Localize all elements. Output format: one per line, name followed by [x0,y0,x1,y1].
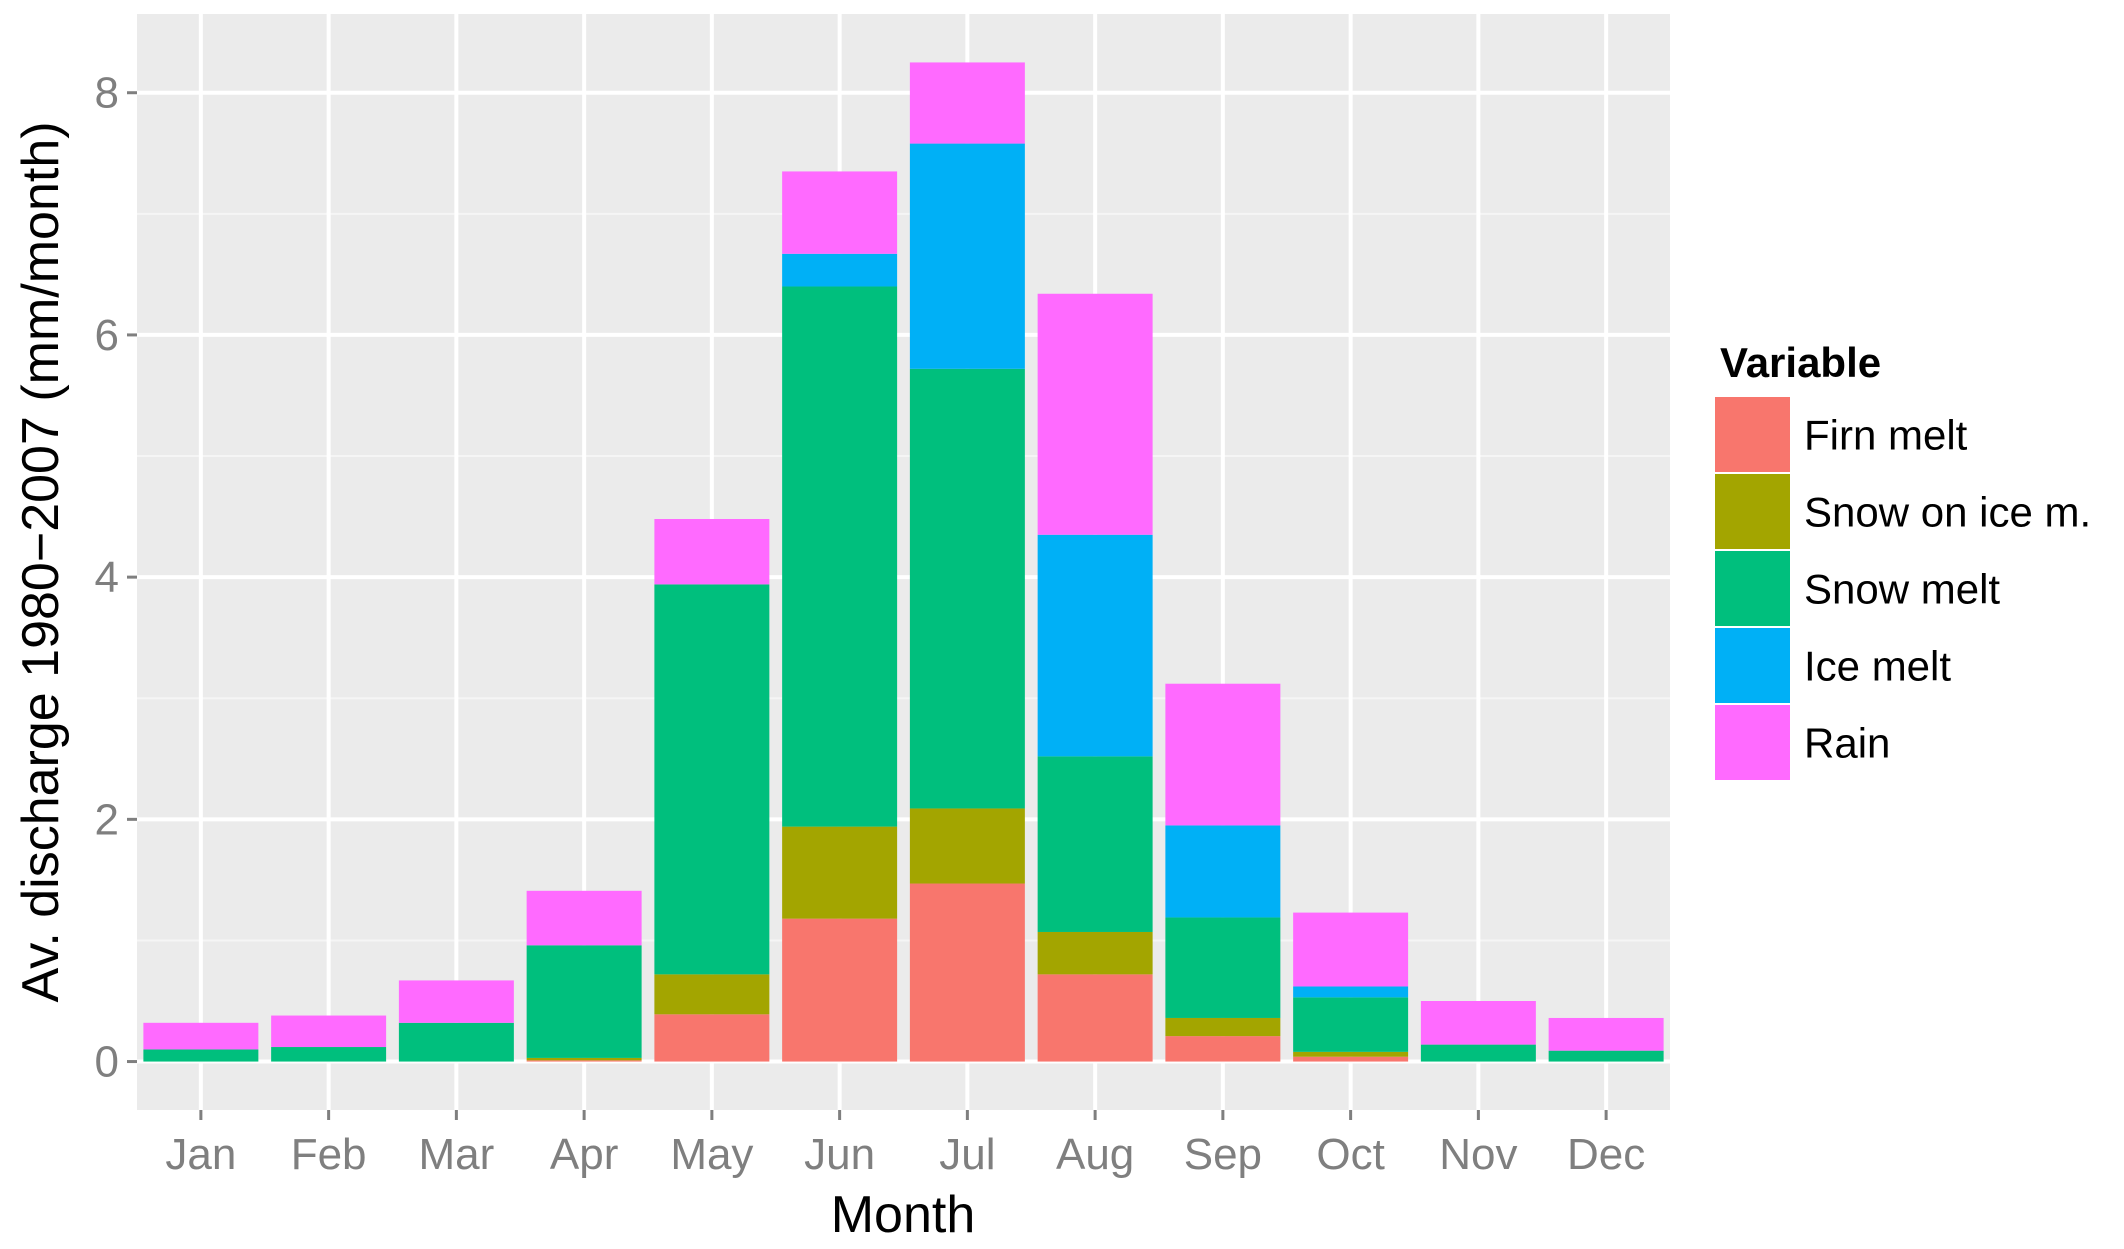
y-tick-label: 8 [95,69,119,118]
x-tick-label: Aug [1056,1130,1134,1179]
x-tick-label: May [670,1130,753,1179]
bar-segment [909,883,1025,1062]
y-tick-label: 0 [95,1038,119,1087]
bar-segment [1165,1017,1281,1037]
legend: Variable Firn melt Snow on ice m. Snow mel… [1713,339,2091,782]
bars [143,62,1664,1062]
legend-key [1715,705,1790,780]
legend-label: Snow on ice m. [1804,489,2091,536]
legend-key [1715,397,1790,472]
bar-segment [1037,534,1153,757]
y-tick-label: 2 [95,795,119,844]
x-tick-label: Jan [165,1130,236,1179]
bar-segment [1548,1050,1664,1062]
legend-label: Firn melt [1804,412,1968,459]
bar-segment [526,1057,642,1061]
x-tick-label: Jul [939,1130,995,1179]
legend-label: Ice melt [1804,643,1951,690]
bar-segment [1420,1044,1536,1062]
legend-label: Rain [1804,720,1890,767]
bar-segment [526,890,642,946]
bar-segment [782,286,898,827]
bar-segment [1293,986,1409,998]
bar-segment [1037,931,1153,975]
bar-segment [271,1047,387,1062]
bar-segment [782,826,898,919]
x-tick-label: Oct [1316,1130,1384,1179]
bar-segment [782,918,898,1062]
bar-segment [909,368,1025,809]
bar-segment [526,1060,642,1062]
x-tick-label: Mar [418,1130,494,1179]
bar-segment [1293,997,1409,1052]
x-tick-label: Jun [804,1130,875,1179]
x-axis-title: Month [831,1186,976,1244]
x-tick-label: Feb [291,1130,367,1179]
bar-segment [1037,974,1153,1062]
bar-segment [654,584,770,975]
x-tick-label: Sep [1184,1130,1262,1179]
x-tick-label: Apr [550,1130,618,1179]
bar-segment [654,974,770,1015]
bar-segment [1165,1036,1281,1062]
bar-segment [654,519,770,585]
bar-segment [1420,1001,1536,1045]
x-axis-ticks: Jan Feb Mar Apr May Jun Jul Aug Sep Oct Nov Dec [165,1110,1645,1179]
bar-segment [909,62,1025,144]
bar-segment [1293,912,1409,987]
bar-segment [1293,1056,1409,1062]
bar-segment [782,253,898,287]
bar-segment [398,980,514,1023]
legend-items: Firn melt Snow on ice m. Snow melt Ice melt… [1713,395,2091,782]
y-axis-ticks: 0 2 4 6 8 [95,69,137,1087]
bar-segment [1165,825,1281,918]
bar-segment [1037,293,1153,535]
x-tick-label: Dec [1567,1130,1645,1179]
bar-segment [1548,1017,1664,1051]
legend-key [1715,551,1790,626]
bar-segment [1165,683,1281,826]
bar-segment [1037,756,1153,932]
bar-segment [271,1015,387,1048]
y-tick-label: 4 [95,553,119,602]
bar-segment [143,1022,259,1050]
bar-segment [654,1014,770,1062]
bar-segment [782,171,898,254]
y-tick-label: 6 [95,311,119,360]
bar-segment [1293,1051,1409,1057]
legend-label: Snow melt [1804,566,2000,613]
y-axis-title: Av. discharge 1980−2007 (mm/month) [12,121,70,1002]
legend-key [1715,628,1790,703]
bar-segment [909,143,1025,369]
legend-title: Variable [1720,339,1881,386]
bar-segment [526,945,642,1058]
bar-segment [398,1022,514,1062]
bar-segment [143,1049,259,1062]
legend-key [1715,474,1790,549]
bar-segment [1165,917,1281,1018]
x-tick-label: Nov [1439,1130,1517,1179]
plot-panel [137,14,1670,1110]
bar-segment [909,808,1025,884]
